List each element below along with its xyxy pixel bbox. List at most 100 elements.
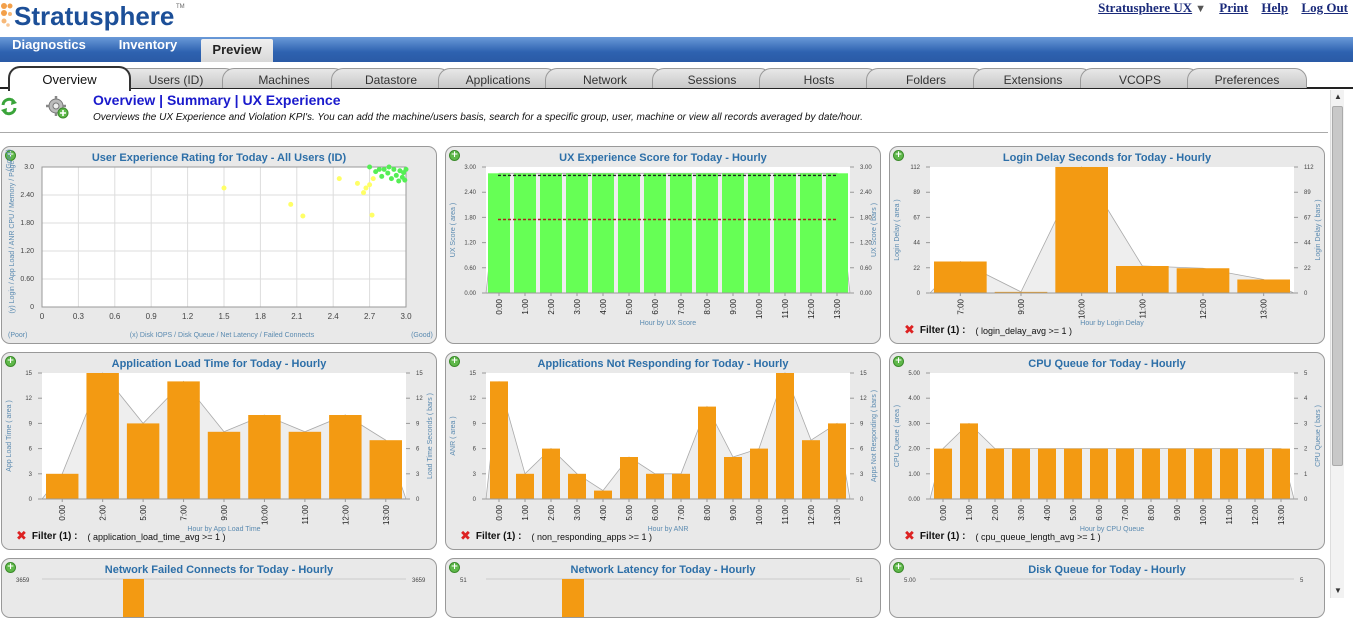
vertical-scrollbar[interactable]: ▲ ▼ [1330, 90, 1344, 598]
subtab-extensions[interactable]: Extensions [973, 68, 1093, 88]
tab-diagnostics[interactable]: Diagnostics [12, 37, 86, 52]
x-tick-label: 10:00 [1199, 504, 1208, 525]
bar [696, 173, 718, 293]
bar [1220, 448, 1238, 499]
add-icon[interactable]: + [893, 356, 904, 367]
add-icon[interactable]: + [893, 150, 904, 161]
scroll-thumb[interactable] [1332, 106, 1343, 466]
x-tick-label: 8:00 [703, 298, 712, 314]
y-tick-label: 1.80 [464, 215, 476, 221]
scatter-point [336, 176, 342, 182]
subtab-folders[interactable]: Folders [866, 68, 986, 88]
chart-panel: +0 0.3 0.6 0.9 1.2 1.5 1.8 2.1 2.4 2.7 3.0 0 0.60 1.2… [1, 146, 437, 344]
chart-title: Application Load Time for Today - Hourly [111, 358, 327, 370]
remove-filter-icon[interactable]: ✖ [16, 529, 27, 544]
bar [329, 415, 362, 499]
x-tick-label: 7:00 [677, 504, 686, 520]
scatter-point [386, 164, 392, 170]
add-icon[interactable]: + [449, 562, 460, 573]
settings-add-icon[interactable] [45, 95, 69, 119]
bar [542, 448, 560, 499]
y-tick-label: 3.00 [908, 421, 920, 427]
scroll-up-icon[interactable]: ▲ [1334, 92, 1342, 101]
add-icon[interactable]: + [5, 356, 16, 367]
help-link[interactable]: Help [1261, 0, 1289, 15]
add-icon[interactable]: + [893, 562, 904, 573]
stratusphere-logo[interactable]: Stratusphere TM [0, 0, 190, 36]
x-tick-label: 7:00 [677, 298, 686, 314]
add-icon[interactable]: + [5, 562, 16, 573]
y-axis-label-right: UX Score ( bars ) [871, 203, 878, 257]
product-menu-link[interactable]: Stratusphere UX [1098, 0, 1193, 15]
x-tick-label: 11:00 [781, 298, 790, 318]
subtab-applications[interactable]: Applications [438, 68, 558, 88]
x-tick-label: 10:00 [755, 504, 764, 525]
filter-condition: ( cpu_queue_length_avg >= 1 ) [975, 531, 1101, 542]
y-tick-label: 2.40 [464, 190, 476, 196]
chart-panel: +5.00 5 Disk Queue for Today - Hourly [889, 558, 1325, 618]
bar [748, 173, 770, 293]
scatter-point [376, 166, 382, 172]
bar [934, 448, 952, 499]
bar [960, 423, 978, 499]
tab-inventory[interactable]: Inventory [118, 37, 178, 52]
bar [1038, 448, 1056, 499]
x-tick-label: 0 [40, 312, 45, 321]
y-tick-label: 0 [30, 304, 34, 311]
bar [123, 579, 144, 617]
y-tick-label: 12 [860, 396, 867, 402]
x-tick-label: 12:00 [807, 504, 816, 525]
scatter-point [367, 164, 373, 170]
scatter-point [393, 172, 399, 178]
scatter-point [385, 170, 391, 176]
bar [1064, 448, 1082, 499]
x-tick-label: 13:00 [833, 298, 842, 319]
chart-filter: ✖ Filter (1) : ( login_delay_avg >= 1 ) [904, 323, 1072, 338]
y-tick-label: 2.00 [908, 447, 920, 453]
x-tick-label: 6:00 [1095, 504, 1104, 520]
print-link[interactable]: Print [1219, 0, 1249, 15]
scroll-down-icon[interactable]: ▼ [1334, 586, 1342, 595]
subtab-machines[interactable]: Machines [222, 68, 346, 88]
y-axis-label: (y) Login / App Load / ANR CPU / Memory … [9, 160, 16, 313]
x-tick-label: 2.7 [364, 312, 376, 321]
subtab-hosts[interactable]: Hosts [759, 68, 879, 88]
remove-filter-icon[interactable]: ✖ [460, 529, 471, 544]
y-tick-label: 9 [416, 421, 420, 427]
x-tick-label: 10:00 [1078, 298, 1087, 319]
x-tick-label: 11:00 [1138, 298, 1147, 318]
x-tick-label: 0.6 [109, 312, 121, 321]
bar [540, 173, 562, 293]
x-tick-label: 8:00 [703, 504, 712, 520]
add-icon[interactable]: + [5, 150, 16, 161]
add-icon[interactable]: + [449, 356, 460, 367]
subtab-datastore[interactable]: Datastore [331, 68, 451, 88]
bar [248, 415, 281, 499]
remove-filter-icon[interactable]: ✖ [904, 529, 915, 544]
y-tick-label: 3659 [16, 578, 30, 584]
bar [207, 431, 241, 499]
refresh-icon[interactable] [0, 95, 18, 117]
scatter-point [373, 169, 379, 175]
tab-preview[interactable]: Preview [201, 39, 273, 62]
bar [774, 173, 796, 293]
chart-panel: +0.00 0 1.00 1 2.00 2 3.00 3 4.00 4 5.00 5 0:00 1:00 2… [889, 352, 1325, 550]
chart-title: Applications Not Responding for Today - … [537, 358, 789, 370]
logout-link[interactable]: Log Out [1301, 0, 1348, 15]
subtab-network[interactable]: Network [545, 68, 665, 88]
y-tick-label: 4.00 [908, 396, 920, 402]
y-tick-label: 89 [1304, 190, 1311, 196]
remove-filter-icon[interactable]: ✖ [904, 323, 915, 338]
add-icon[interactable]: + [449, 150, 460, 161]
chart-title: Network Failed Connects for Today - Hour… [104, 564, 334, 576]
x-tick-label: 9:00 [729, 298, 738, 314]
subtab-overview[interactable]: Overview [8, 66, 131, 91]
x-tick-label: 12:00 [1251, 504, 1260, 525]
dropdown-arrow-icon[interactable]: ▼ [1195, 3, 1207, 15]
subtab-users[interactable]: Users (ID) [115, 68, 237, 88]
subtab-sessions[interactable]: Sessions [652, 68, 772, 88]
subtab-preferences[interactable]: Preferences [1187, 68, 1307, 88]
subtab-vcops[interactable]: VCOPS [1080, 68, 1200, 88]
chart-panel: +0 0 3 3 6 6 9 9 12 12 15 15 0:00 1:00 2:00 3:00 4:00 5:0… [445, 352, 881, 550]
bar [986, 448, 1004, 499]
